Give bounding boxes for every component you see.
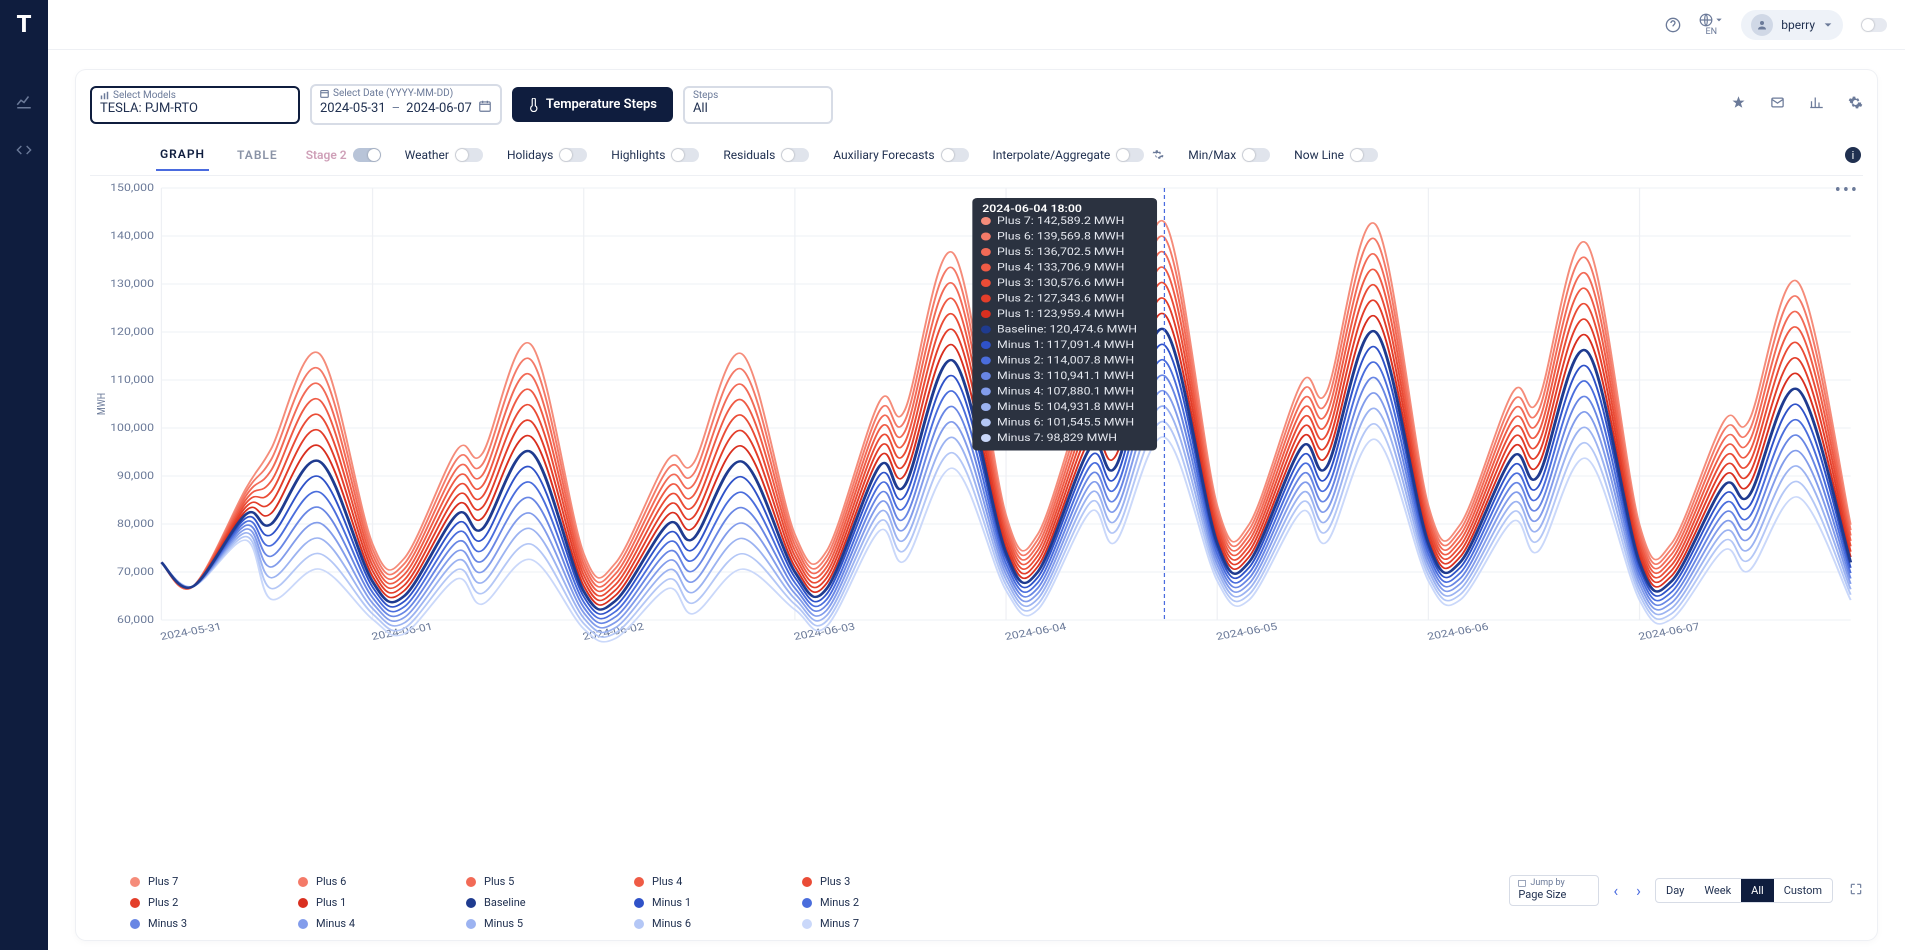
lang-label: EN (1705, 27, 1717, 37)
legend-item[interactable]: Minus 6 (634, 917, 794, 930)
legend-item[interactable]: Plus 4 (634, 875, 794, 888)
svg-text:2024-06-05: 2024-06-05 (1215, 621, 1279, 643)
chart-more-icon[interactable]: ••• (1835, 180, 1859, 201)
svg-text:2024-06-07: 2024-06-07 (1637, 621, 1701, 643)
chart-nav-icon[interactable] (15, 92, 33, 114)
gear-icon[interactable] (1848, 95, 1863, 114)
svg-text:130,000: 130,000 (110, 278, 154, 290)
svg-text:2024-05-31: 2024-05-31 (159, 621, 223, 643)
svg-text:Minus 5: 104,931.8 MWH: Minus 5: 104,931.8 MWH (997, 401, 1134, 413)
svg-text:70,000: 70,000 (117, 566, 154, 578)
page-next[interactable]: › (1632, 881, 1645, 900)
sidebar: T (0, 0, 48, 950)
svg-text:Minus 7: 98,829 MWH: Minus 7: 98,829 MWH (997, 432, 1117, 444)
tabs-row: GRAPH TABLE Stage 2 Weather Holidays Hig… (90, 139, 1863, 176)
toggle-residuals[interactable]: Residuals (723, 148, 809, 162)
svg-text:Minus 3: 110,941.1 MWH: Minus 3: 110,941.1 MWH (997, 370, 1134, 382)
toggle-minmax[interactable]: Min/Max (1188, 148, 1270, 162)
svg-text:80,000: 80,000 (117, 518, 154, 530)
svg-text:Plus 2: 127,343.6 MWH: Plus 2: 127,343.6 MWH (997, 293, 1124, 305)
legend-item[interactable]: Minus 7 (802, 917, 962, 930)
jump-by-select[interactable]: Jump by Page Size (1509, 875, 1599, 906)
toggle-weather[interactable]: Weather (405, 148, 483, 162)
svg-text:2024-06-04: 2024-06-04 (1004, 621, 1068, 643)
svg-text:90,000: 90,000 (117, 470, 154, 482)
toggle-stage2[interactable]: Stage 2 (306, 148, 381, 162)
svg-text:Minus 6: 101,545.5 MWH: Minus 6: 101,545.5 MWH (997, 417, 1134, 429)
legend-item[interactable]: Minus 2 (802, 896, 962, 909)
svg-text:Plus 1: 123,959.4 MWH: Plus 1: 123,959.4 MWH (997, 308, 1124, 320)
seg-week[interactable]: Week (1694, 879, 1741, 902)
svg-text:MWH: MWH (96, 393, 108, 415)
models-value: TESLA: PJM-RTO (100, 101, 290, 116)
theme-toggle[interactable] (1861, 18, 1887, 32)
toggle-aux[interactable]: Auxiliary Forecasts (833, 148, 968, 162)
bar-chart-icon[interactable] (1809, 95, 1824, 114)
legend-item[interactable]: Minus 1 (634, 896, 794, 909)
svg-text:Plus 5: 136,702.5 MWH: Plus 5: 136,702.5 MWH (997, 246, 1124, 258)
svg-text:Plus 3: 130,576.6 MWH: Plus 3: 130,576.6 MWH (997, 277, 1124, 289)
user-menu[interactable]: bperry (1741, 10, 1843, 40)
temperature-steps-button[interactable]: Temperature Steps (512, 87, 673, 122)
legend-item[interactable]: Plus 6 (298, 875, 458, 888)
svg-text:Plus 4: 133,706.9 MWH: Plus 4: 133,706.9 MWH (997, 262, 1124, 274)
date-start: 2024-05-31 (320, 101, 386, 116)
date-range[interactable]: Select Date (YYYY-MM-DD) 2024-05-31 – 20… (310, 84, 502, 125)
chart: ••• 60,000 70,000 80,000 90,000 100,000 110,0… (90, 176, 1863, 873)
toggle-holidays[interactable]: Holidays (507, 148, 587, 162)
pager: Jump by Page Size ‹ › Day Week All Custo… (1509, 875, 1863, 906)
help-icon[interactable] (1665, 17, 1681, 33)
models-select[interactable]: Select Models TESLA: PJM-RTO (90, 86, 300, 124)
svg-text:Minus 1: 117,091.4 MWH: Minus 1: 117,091.4 MWH (997, 339, 1134, 351)
topbar: EN bperry (48, 0, 1905, 50)
mail-icon[interactable] (1770, 95, 1785, 114)
svg-text:Plus 7: 142,589.2 MWH: Plus 7: 142,589.2 MWH (997, 215, 1124, 227)
expand-icon[interactable] (1849, 881, 1863, 900)
svg-text:Minus 2: 114,007.8 MWH: Minus 2: 114,007.8 MWH (997, 355, 1134, 367)
steps-select[interactable]: Steps All (683, 86, 833, 124)
seg-day[interactable]: Day (1656, 879, 1694, 902)
legend-item[interactable]: Minus 5 (466, 917, 626, 930)
seg-all[interactable]: All (1741, 879, 1774, 902)
legend-item[interactable]: Plus 2 (130, 896, 290, 909)
svg-text:110,000: 110,000 (110, 374, 154, 386)
legend-item[interactable]: Minus 3 (130, 917, 290, 930)
tab-graph[interactable]: GRAPH (156, 139, 209, 171)
calendar-icon[interactable] (478, 99, 492, 117)
svg-text:2024-06-03: 2024-06-03 (793, 621, 857, 643)
svg-text:Plus 6: 139,569.8 MWH: Plus 6: 139,569.8 MWH (997, 231, 1124, 243)
range-segments: Day Week All Custom (1655, 878, 1833, 903)
username: bperry (1781, 18, 1815, 32)
svg-text:Baseline: 120,474.6 MWH: Baseline: 120,474.6 MWH (997, 324, 1137, 336)
svg-text:140,000: 140,000 (110, 230, 154, 242)
code-nav-icon[interactable] (16, 142, 32, 162)
seg-custom[interactable]: Custom (1774, 879, 1832, 902)
star-icon[interactable] (1731, 95, 1746, 114)
svg-text:Minus 4: 107,880.1 MWH: Minus 4: 107,880.1 MWH (997, 386, 1134, 398)
svg-text:60,000: 60,000 (117, 614, 154, 626)
legend-item[interactable]: Plus 1 (298, 896, 458, 909)
legend-item[interactable]: Plus 7 (130, 875, 290, 888)
avatar-icon (1751, 14, 1773, 36)
controls-row: Select Models TESLA: PJM-RTO Select Date… (90, 84, 1863, 125)
tab-table[interactable]: TABLE (233, 140, 282, 170)
legend-item[interactable]: Minus 4 (298, 917, 458, 930)
legend-item[interactable]: Plus 3 (802, 875, 962, 888)
svg-text:2024-06-06: 2024-06-06 (1426, 621, 1490, 643)
date-end: 2024-06-07 (406, 101, 472, 116)
legend-item[interactable]: Baseline (466, 896, 626, 909)
info-icon[interactable]: i (1845, 147, 1861, 163)
svg-text:100,000: 100,000 (110, 422, 154, 434)
toggle-now[interactable]: Now Line (1294, 148, 1378, 162)
svg-text:150,000: 150,000 (110, 182, 154, 194)
logo: T (16, 10, 31, 38)
legend: Plus 7 Plus 6 Plus 5 Plus 4 Plus 3 Plus 2 Plus… (90, 875, 962, 930)
svg-text:2024-06-04 18:00: 2024-06-04 18:00 (982, 203, 1082, 215)
page-prev[interactable]: ‹ (1609, 881, 1622, 900)
toggle-highlights[interactable]: Highlights (611, 148, 699, 162)
toggle-interp[interactable]: Interpolate/Aggregate (993, 148, 1165, 162)
lang-selector[interactable]: EN (1699, 13, 1723, 37)
legend-item[interactable]: Plus 5 (466, 875, 626, 888)
svg-text:120,000: 120,000 (110, 326, 154, 338)
